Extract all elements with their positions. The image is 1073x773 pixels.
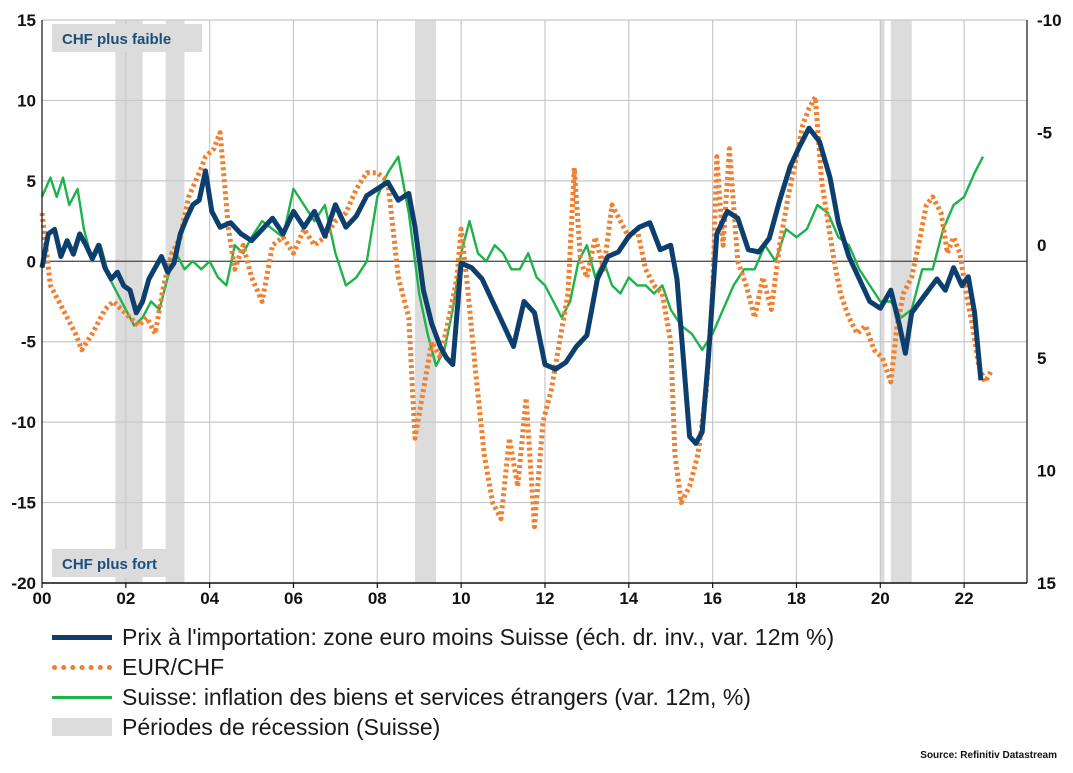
legend-label: Périodes de récession (Suisse)	[122, 714, 441, 740]
x-tick-label: 20	[871, 589, 890, 608]
annotation-chf-plus-fort: CHF plus fort	[52, 549, 184, 577]
y-right-tick-label: 5	[1037, 349, 1046, 368]
legend-item-recessions: Périodes de récession (Suisse)	[52, 712, 834, 742]
series-line-eurchf	[39, 94, 994, 530]
legend-item-import-prices: Prix à l'importation: zone euro moins Su…	[52, 622, 834, 652]
y-right-tick-label: 15	[1037, 574, 1056, 593]
x-tick-label: 22	[955, 589, 974, 608]
series-line-import-prices	[39, 125, 984, 446]
x-tick-label: 02	[116, 589, 135, 608]
x-tick-label: 00	[33, 589, 52, 608]
y-left-tick-label: -10	[11, 413, 36, 432]
y-left-tick-label: 15	[17, 11, 36, 30]
svg-text:CHF plus fort: CHF plus fort	[62, 556, 157, 573]
legend-label: Suisse: inflation des biens et services …	[122, 684, 751, 710]
y-right-tick-label: -10	[1037, 11, 1062, 30]
x-tick-label: 04	[200, 589, 219, 608]
y-left-tick-label: -20	[11, 574, 36, 593]
source-note: Source: Refinitiv Datastream	[920, 750, 1057, 761]
annotation-chf-plus-faible: CHF plus faible	[52, 24, 202, 52]
x-tick-label: 16	[703, 589, 722, 608]
x-tick-label: 18	[787, 589, 806, 608]
x-tick-label: 06	[284, 589, 303, 608]
legend-swatch-inflation	[52, 696, 112, 699]
legend-item-eurchf: EUR/CHF	[52, 652, 834, 682]
x-tick-label: 14	[619, 589, 638, 608]
y-right-tick-label: -5	[1037, 124, 1052, 143]
recession-bands	[115, 20, 912, 583]
legend: Prix à l'importation: zone euro moins Su…	[52, 622, 834, 742]
x-tick-label: 12	[536, 589, 555, 608]
y-left-tick-label: 10	[17, 91, 36, 110]
legend-label: Prix à l'importation: zone euro moins Su…	[122, 624, 835, 650]
recession-band	[165, 20, 185, 583]
x-tick-label: 08	[368, 589, 387, 608]
y-right-tick-label: 0	[1037, 236, 1046, 255]
series-lines	[39, 94, 994, 530]
recession-band	[115, 20, 143, 583]
x-tick-label: 10	[452, 589, 471, 608]
y-right-tick-label: 10	[1037, 461, 1056, 480]
legend-swatch-import	[52, 635, 112, 640]
axes: 00 02 04 06 08 10 12 14 16 18 20 22 15 10 5 0 -5 -10 -15 -2…	[11, 11, 1061, 608]
line-chart: 00 02 04 06 08 10 12 14 16 18 20 22 15 10 5 0 -5 -10 -15 -2…	[11, 11, 1061, 608]
legend-item-foreign-inflation: Suisse: inflation des biens et services …	[52, 682, 834, 712]
y-left-tick-label: -15	[11, 494, 36, 513]
recession-band	[890, 20, 912, 583]
y-left-tick-label: -5	[21, 333, 36, 352]
y-left-tick-label: 0	[27, 252, 36, 271]
legend-swatch-eurchf	[52, 665, 112, 670]
legend-swatch-recession	[52, 718, 112, 736]
y-left-tick-label: 5	[27, 172, 36, 191]
svg-text:CHF plus faible: CHF plus faible	[62, 31, 171, 48]
legend-label: EUR/CHF	[122, 654, 225, 680]
